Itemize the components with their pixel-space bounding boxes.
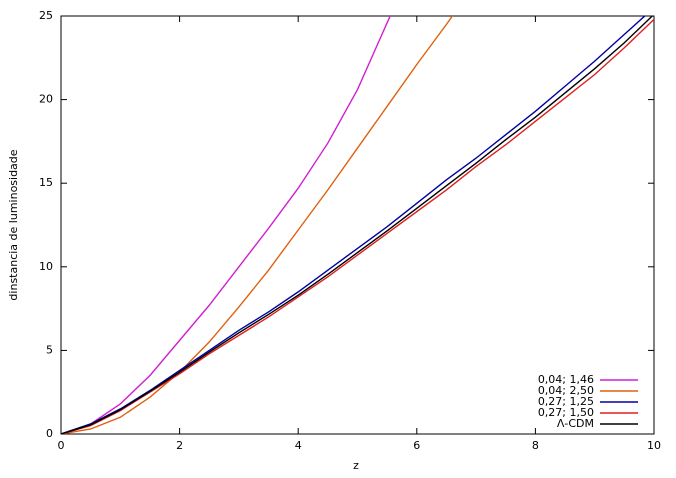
- series-line: [61, 18, 654, 434]
- y-tick-label: 0: [46, 427, 53, 440]
- series-line: [61, 16, 646, 434]
- legend-label: 0,27; 1,50: [538, 406, 594, 419]
- x-tick-label: 6: [413, 439, 420, 452]
- legend-label: 0,04; 2,50: [538, 384, 594, 397]
- series-line: [61, 16, 654, 434]
- x-tick-label: 2: [176, 439, 183, 452]
- x-tick-label: 8: [532, 439, 539, 452]
- y-tick-label: 15: [39, 176, 53, 189]
- plot-frame: [60, 15, 655, 435]
- y-tick-label: 5: [46, 343, 53, 356]
- y-tick-label: 10: [39, 260, 53, 273]
- series-line: [61, 16, 391, 434]
- legend-label: 0,27; 1,25: [538, 395, 594, 408]
- series-line: [61, 16, 454, 434]
- x-tick-label: 0: [58, 439, 65, 452]
- x-axis-label: z: [353, 459, 359, 472]
- legend-label: 0,04; 1,46: [538, 373, 594, 386]
- y-tick-label: 25: [39, 9, 53, 22]
- y-tick-label: 20: [39, 93, 53, 106]
- x-tick-label: 10: [647, 439, 661, 452]
- x-tick-label: 4: [295, 439, 302, 452]
- legend-label: Λ-CDM: [557, 417, 594, 430]
- y-axis-label: dinstancia de luminosidade: [7, 149, 20, 300]
